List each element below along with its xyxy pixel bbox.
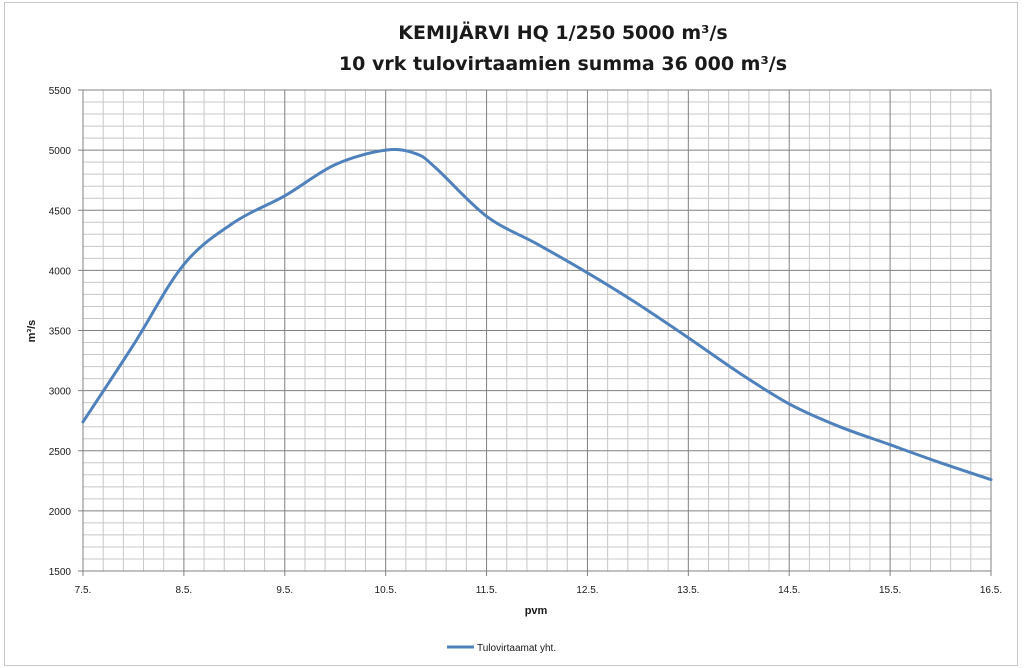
legend-label: Tulovirtaamat yht.: [477, 643, 556, 654]
x-axis-ticks: 7.5. 8.5. 9.5. 10.5. 11.5. 12.5. 13.5. 14.5. 15.…: [75, 571, 1002, 596]
y-tick-label: 2000: [49, 507, 72, 518]
x-axis-label: pvm: [525, 605, 548, 617]
x-tick-label: 13.5.: [677, 585, 699, 596]
y-tick-label: 3500: [49, 327, 72, 338]
x-tick-label: 14.5.: [778, 585, 800, 596]
y-axis-ticks: 1500 2000 2500 3000 3500 4000 4500 5000 5500: [49, 86, 83, 578]
y-tick-label: 4000: [49, 266, 72, 277]
y-tick-label: 2500: [49, 447, 72, 458]
y-tick-label: 4500: [49, 206, 72, 217]
x-tick-label: 9.5.: [276, 585, 293, 596]
series-line: [81, 147, 993, 482]
x-tick-label: 16.5.: [980, 585, 1002, 596]
x-tick-label: 11.5.: [476, 585, 498, 596]
x-tick-label: 10.5.: [375, 585, 397, 596]
x-tick-label: 15.5.: [879, 585, 901, 596]
x-tick-label: 7.5.: [75, 585, 92, 596]
legend: Tulovirtaamat yht.: [447, 643, 556, 654]
y-tick-label: 3000: [49, 387, 72, 398]
series-layer: [81, 147, 993, 482]
chart-frame: [4, 2, 1018, 666]
x-tick-label: 8.5.: [176, 585, 193, 596]
x-tick-label: 12.5.: [576, 585, 598, 596]
chart-title-line2: 10 vrk tulovirtaamien summa 36 000 m³/s: [339, 53, 787, 75]
y-tick-label: 5000: [49, 146, 72, 157]
y-axis-label: m³/s: [26, 320, 38, 343]
y-tick-label: 1500: [49, 567, 72, 578]
chart-title-line1: KEMIJÄRVI HQ 1/250 5000 m³/s: [398, 20, 727, 44]
y-tick-label: 5500: [49, 86, 72, 97]
